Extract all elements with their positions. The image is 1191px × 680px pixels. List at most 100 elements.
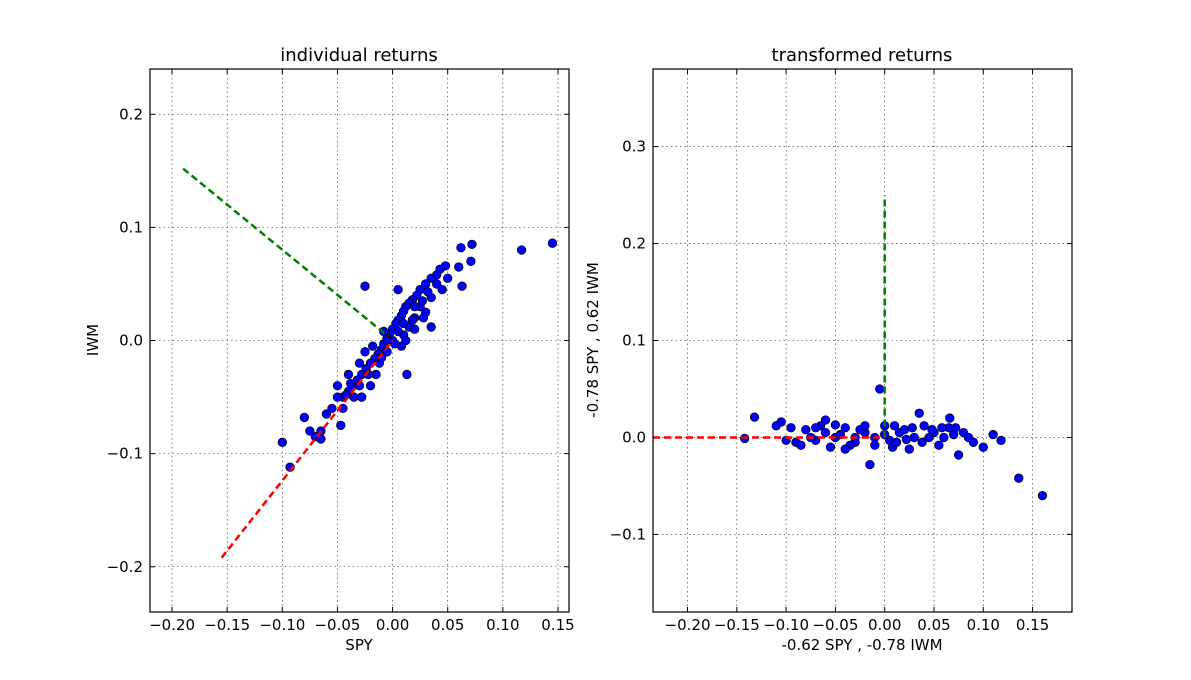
data-point [354, 358, 365, 368]
chart-transformed-returns: transformed returns -0.62 SPY , -0.78 IW… [584, 45, 1073, 654]
y-tick-label: −0.1 [610, 525, 646, 543]
x-tick-label: 0.05 [917, 616, 950, 634]
data-point [327, 403, 337, 414]
data-point [299, 412, 310, 423]
data-point [875, 384, 885, 394]
x-tick-label: −0.15 [204, 616, 250, 634]
y-axis-label: IWM [84, 324, 102, 356]
y-tick-label: 0.2 [622, 235, 646, 253]
data-point [401, 335, 411, 346]
data-point [332, 392, 343, 402]
data-point [860, 421, 870, 431]
data-point [927, 425, 937, 435]
data-point [909, 432, 919, 443]
data-point [978, 442, 988, 452]
data-point [516, 245, 527, 255]
data-point [547, 238, 558, 248]
data-point [830, 420, 841, 430]
dashed-direction-line [220, 339, 394, 559]
x-axis-label: -0.62 SPY , -0.78 IWM [781, 636, 942, 654]
data-point [963, 432, 974, 443]
data-point [996, 435, 1006, 446]
data-point [945, 413, 955, 423]
data-point [321, 409, 332, 419]
chart-title: transformed returns [772, 45, 953, 66]
x-tick-label: −0.05 [812, 616, 858, 634]
data-point [393, 326, 403, 337]
x-tick-label: 0.00 [376, 616, 409, 634]
data-point [357, 392, 367, 402]
x-tick-label: −0.20 [149, 616, 195, 634]
x-tick-label: 0.10 [486, 616, 519, 634]
data-point [820, 427, 831, 438]
y-tick-label: 0.3 [622, 138, 646, 156]
data-point [917, 437, 927, 447]
data-point [454, 262, 464, 272]
data-point [398, 318, 409, 329]
data-point [771, 421, 781, 431]
data-point [393, 284, 403, 295]
data-point [891, 437, 902, 447]
x-tick-label: −0.15 [714, 616, 760, 634]
data-point [409, 301, 420, 312]
scatter-points [740, 384, 1048, 501]
data-point [786, 423, 796, 433]
data-point [894, 427, 905, 438]
y-tick-label: 0.0 [622, 428, 646, 446]
data-point [368, 341, 378, 351]
x-tick-label: 0.15 [1016, 616, 1049, 634]
data-point [443, 273, 453, 283]
data-point [1037, 490, 1048, 501]
data-point [316, 434, 326, 444]
data-point [840, 423, 850, 433]
x-tick-label: −0.20 [665, 616, 711, 634]
data-point [889, 421, 900, 431]
data-point [371, 369, 381, 380]
data-point [346, 378, 356, 389]
data-point [426, 322, 436, 332]
data-point [907, 423, 917, 433]
chart-title: individual returns [280, 45, 438, 66]
x-axis-label: SPY [345, 636, 373, 654]
data-point [904, 444, 914, 454]
plot-frame [652, 68, 1073, 613]
y-tick-label: −0.1 [107, 445, 143, 463]
data-point [951, 423, 961, 433]
data-point [749, 412, 760, 422]
data-point [914, 408, 924, 418]
data-point [365, 381, 376, 391]
data-point [456, 243, 466, 253]
data-point [865, 459, 875, 470]
x-tick-label: 0.00 [868, 616, 901, 634]
data-point [825, 442, 836, 452]
data-point [437, 284, 447, 295]
data-point [360, 347, 370, 357]
data-point [349, 392, 359, 402]
data-point [934, 440, 944, 450]
data-point [466, 256, 476, 266]
data-point [811, 423, 821, 433]
data-point [343, 369, 354, 380]
data-point [953, 450, 964, 460]
plot-frame [149, 68, 570, 613]
data-point [939, 432, 949, 443]
data-point [937, 423, 947, 433]
data-point [409, 324, 420, 334]
data-point [467, 239, 477, 249]
data-point [426, 273, 436, 283]
data-point [820, 415, 831, 425]
data-point [418, 313, 429, 323]
data-point [801, 425, 811, 435]
data-point [919, 421, 929, 431]
scatter-points [277, 238, 558, 472]
x-tick-label: 0.15 [541, 616, 574, 634]
data-point [796, 440, 806, 450]
x-tick-label: −0.05 [314, 616, 360, 634]
data-point [305, 426, 315, 436]
data-point [417, 296, 428, 306]
y-tick-label: −0.2 [107, 558, 143, 576]
dashed-direction-line [182, 167, 386, 335]
data-point [382, 335, 392, 346]
y-tick-label: 0.0 [119, 332, 143, 350]
